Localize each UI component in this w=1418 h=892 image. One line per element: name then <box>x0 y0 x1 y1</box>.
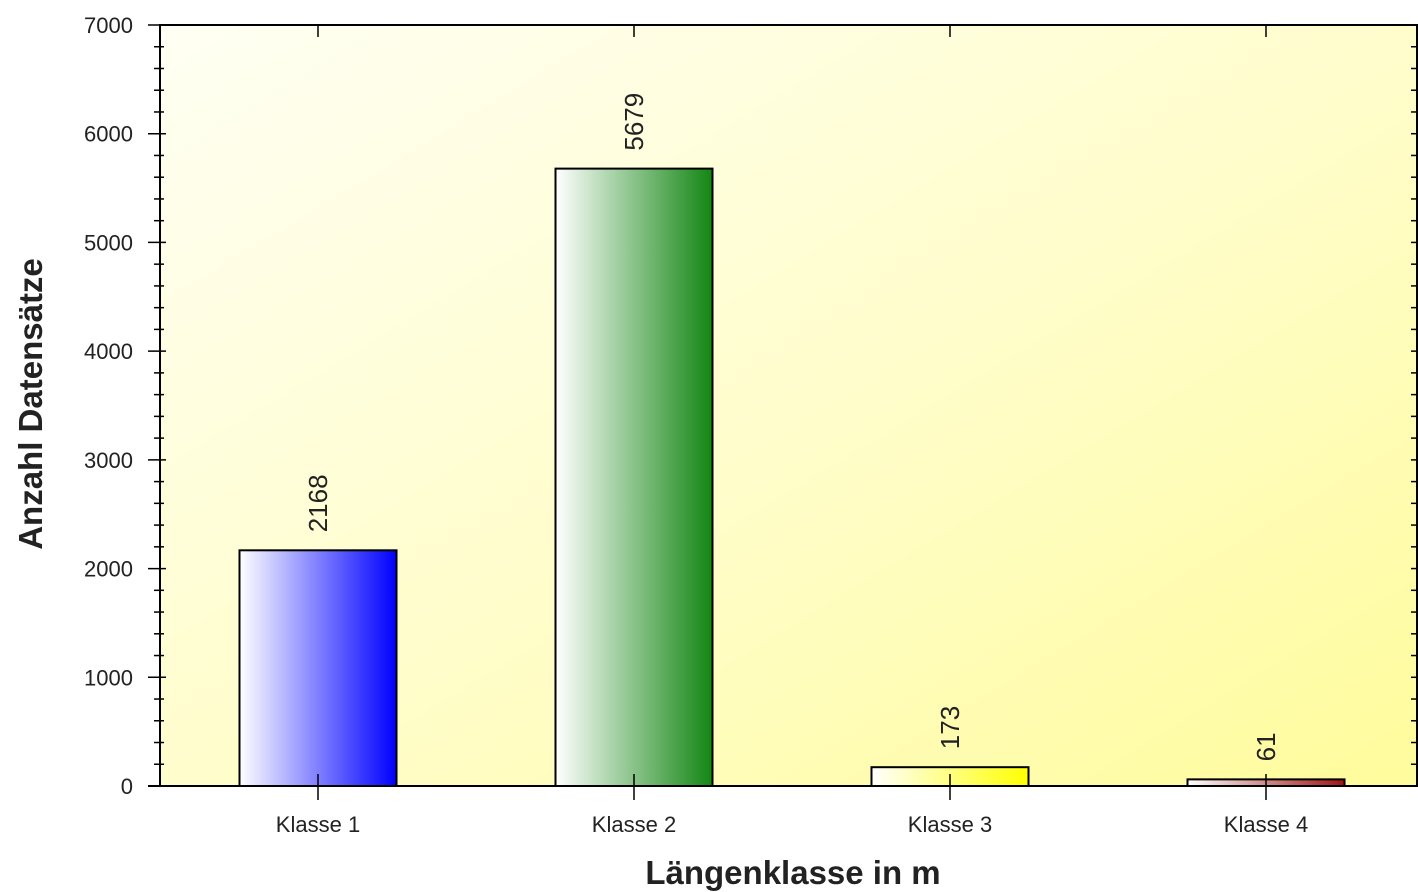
value-label-1: 2168 <box>303 474 333 532</box>
y-tick-label: 2000 <box>84 557 133 582</box>
bars: 2168 5679 173 61 <box>238 93 1346 788</box>
bar-1 <box>238 549 398 787</box>
y-tick-label: 1000 <box>84 665 133 690</box>
y-tick-label: 3000 <box>84 448 133 473</box>
x-axis: Klasse 1 Klasse 2 Klasse 3 Klasse 4 <box>148 774 1418 837</box>
y-tick-label: 4000 <box>84 339 133 364</box>
y-axis: 0 1000 2000 3000 4000 5000 6000 7000 <box>84 13 166 799</box>
x-tick-label: Klasse 3 <box>908 812 992 837</box>
value-label-3: 173 <box>935 706 965 749</box>
y-axis-title: Anzahl Datensätze <box>12 258 49 550</box>
value-label-2: 5679 <box>619 93 649 151</box>
top-axis <box>160 24 1418 37</box>
value-label-4: 61 <box>1251 732 1281 761</box>
y-tick-label: 6000 <box>84 122 133 147</box>
y-tick-label: 7000 <box>84 13 133 38</box>
y-tick-label: 0 <box>121 774 133 799</box>
y-tick-label: 5000 <box>84 230 133 255</box>
x-tick-label: Klasse 4 <box>1224 812 1308 837</box>
x-tick-label: Klasse 1 <box>276 812 360 837</box>
bar-2 <box>554 167 714 787</box>
x-tick-label: Klasse 2 <box>592 812 676 837</box>
x-axis-title: Längenklasse in m <box>645 854 940 891</box>
